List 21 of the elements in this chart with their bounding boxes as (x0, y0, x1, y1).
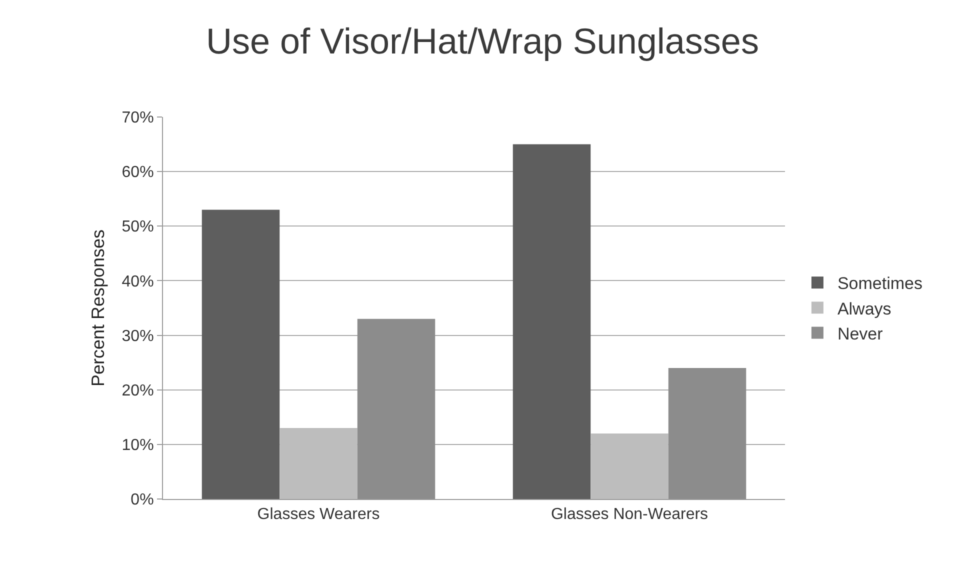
y-tick-label: 10% (122, 437, 154, 454)
y-tick-label: 0% (130, 492, 154, 509)
y-tick-label: 30% (122, 328, 154, 345)
bar (202, 210, 280, 499)
bar (280, 428, 358, 499)
legend-label: Sometimes (837, 274, 922, 294)
legend-label: Never (837, 324, 884, 344)
x-tick-label: Glasses Wearers (257, 506, 380, 524)
y-tick-label: 20% (122, 382, 154, 400)
chart-title: Use of Visor/Hat/Wrap Sunglasses (206, 20, 759, 62)
y-tick-label: 40% (122, 273, 154, 290)
bar (357, 318, 436, 499)
y-axis-title: Percent Responses (88, 229, 108, 387)
bar (590, 434, 668, 499)
bar (512, 144, 591, 499)
legend-label: Always (837, 299, 892, 318)
y-tick-label: 60% (122, 164, 154, 182)
x-tick-label: Glasses Non-Wearers (550, 506, 708, 524)
y-tick-label: 50% (122, 218, 154, 236)
y-tick-label: 70% (122, 110, 154, 127)
bar (668, 368, 746, 499)
